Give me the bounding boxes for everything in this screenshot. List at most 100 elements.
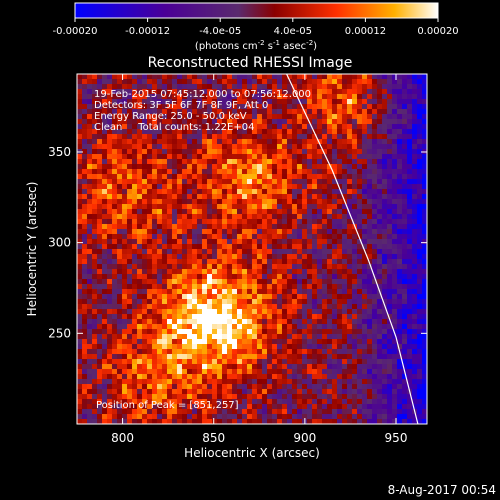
heatmap-cell	[227, 304, 233, 310]
heatmap-cell	[177, 324, 183, 330]
heatmap-cell	[307, 174, 313, 180]
heatmap-cell	[182, 129, 188, 135]
heatmap-cell	[322, 194, 328, 200]
heatmap-cell	[347, 374, 353, 380]
heatmap-cell	[147, 164, 153, 170]
heatmap-cell	[187, 149, 193, 155]
heatmap-cell	[117, 249, 123, 255]
heatmap-cell	[202, 359, 208, 365]
heatmap-cell	[402, 279, 408, 285]
heatmap-cell	[242, 389, 248, 395]
heatmap-cell	[152, 314, 158, 320]
heatmap-cell	[332, 409, 338, 415]
heatmap-cell	[402, 204, 408, 210]
heatmap-cell	[357, 319, 363, 325]
heatmap-cell	[327, 144, 333, 150]
heatmap-cell	[392, 134, 398, 140]
heatmap-cell	[82, 239, 88, 245]
heatmap-cell	[192, 374, 198, 380]
heatmap-cell	[107, 84, 113, 90]
heatmap-cell	[392, 419, 398, 424]
heatmap-cell	[417, 374, 423, 380]
heatmap-cell	[142, 404, 148, 410]
heatmap-cell	[137, 134, 143, 140]
heatmap-cell	[87, 369, 93, 375]
heatmap-cell	[117, 264, 123, 270]
heatmap-cell	[97, 179, 103, 185]
heatmap-cell	[357, 414, 363, 420]
heatmap-cell	[377, 159, 383, 165]
heatmap-cell	[187, 334, 193, 340]
heatmap-cell	[267, 204, 273, 210]
heatmap-cell	[112, 359, 118, 365]
heatmap-cell	[307, 339, 313, 345]
heatmap-cell	[217, 114, 223, 120]
heatmap-cell	[352, 279, 358, 285]
heatmap-cell	[392, 89, 398, 95]
heatmap-cell	[227, 184, 233, 190]
heatmap-cell	[177, 414, 183, 420]
heatmap-cell	[92, 314, 98, 320]
heatmap-cell	[302, 269, 308, 275]
heatmap-cell	[282, 159, 288, 165]
heatmap-cell	[417, 104, 423, 110]
heatmap-cell	[192, 289, 198, 295]
heatmap-cell	[297, 274, 303, 280]
heatmap-cell	[332, 359, 338, 365]
heatmap-cell	[142, 264, 148, 270]
heatmap-cell	[202, 299, 208, 305]
heatmap-cell	[292, 119, 298, 125]
heatmap-cell	[282, 169, 288, 175]
heatmap-cell	[182, 289, 188, 295]
heatmap-cell	[252, 239, 258, 245]
heatmap-cell	[102, 109, 108, 115]
heatmap-cell	[107, 74, 113, 80]
heatmap-cell	[392, 334, 398, 340]
heatmap-cell	[167, 189, 173, 195]
heatmap-cell	[122, 339, 128, 345]
heatmap-cell	[372, 94, 378, 100]
heatmap-cell	[222, 394, 228, 400]
heatmap-cell	[397, 404, 403, 410]
heatmap-cell	[147, 199, 153, 205]
heatmap-cell	[372, 154, 378, 160]
heatmap-cell	[322, 104, 328, 110]
heatmap-cell	[142, 329, 148, 335]
heatmap-cell	[117, 389, 123, 395]
heatmap-cell	[187, 209, 193, 215]
heatmap-cell	[357, 244, 363, 250]
heatmap-cell	[402, 214, 408, 220]
heatmap-cell	[197, 249, 203, 255]
heatmap-cell	[332, 379, 338, 385]
heatmap-cell	[397, 289, 403, 295]
heatmap-cell	[142, 224, 148, 230]
heatmap-cell	[157, 414, 163, 420]
heatmap-cell	[402, 289, 408, 295]
heatmap-cell	[347, 239, 353, 245]
heatmap-cell	[382, 244, 388, 250]
heatmap-cell	[287, 99, 293, 105]
heatmap-cell	[337, 129, 343, 135]
heatmap-cell	[277, 354, 283, 360]
heatmap-cell	[262, 369, 268, 375]
heatmap-cell	[322, 294, 328, 300]
heatmap-cell	[242, 329, 248, 335]
heatmap-cell	[277, 249, 283, 255]
heatmap-cell	[112, 339, 118, 345]
heatmap-cell	[262, 164, 268, 170]
heatmap-cell	[212, 359, 218, 365]
heatmap-cell	[302, 294, 308, 300]
heatmap-cell	[372, 164, 378, 170]
heatmap-cell	[152, 414, 158, 420]
heatmap-cell	[352, 259, 358, 265]
heatmap-cell	[362, 89, 368, 95]
heatmap-cell	[322, 339, 328, 345]
heatmap-cell	[262, 414, 268, 420]
heatmap-cell	[162, 104, 168, 110]
heatmap-cell	[132, 94, 138, 100]
heatmap-cell	[132, 99, 138, 105]
heatmap-cell	[127, 94, 133, 100]
heatmap-cell	[347, 264, 353, 270]
heatmap-cell	[167, 334, 173, 340]
heatmap-cell	[132, 274, 138, 280]
